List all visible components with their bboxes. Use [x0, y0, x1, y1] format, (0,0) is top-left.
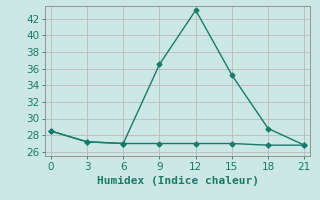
X-axis label: Humidex (Indice chaleur): Humidex (Indice chaleur): [97, 176, 259, 186]
